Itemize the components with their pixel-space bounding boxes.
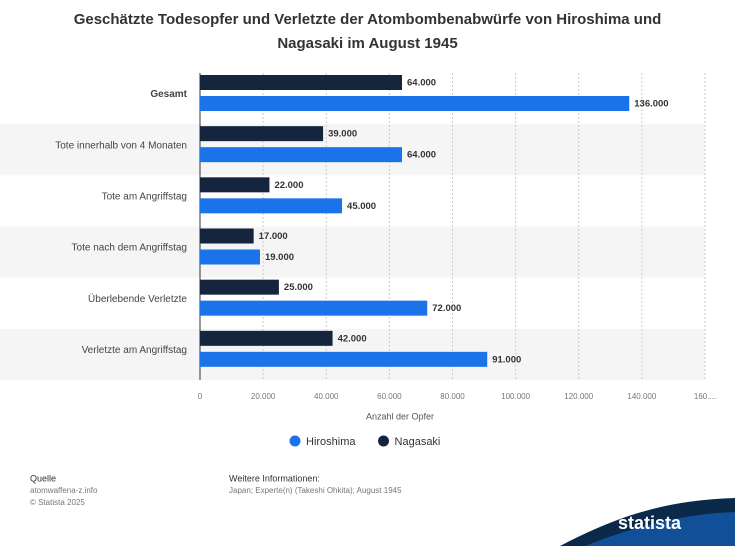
x-tick-label: 160.... <box>694 392 716 401</box>
x-tick-label: 80.000 <box>440 392 465 401</box>
legend-label: Nagasaki <box>395 436 441 448</box>
plot: 0 20.000 40.000 60.000 80.000 100.000 120.000 1… <box>0 73 716 448</box>
legend-marker <box>378 435 390 447</box>
x-tick-label: 60.000 <box>377 392 402 401</box>
logo-swoosh <box>585 512 735 546</box>
data-label: 22.000 <box>274 180 303 191</box>
x-tick-label: 120.000 <box>564 392 593 401</box>
x-axis-label: Anzahl der Opfer <box>366 411 434 421</box>
bar <box>200 75 402 90</box>
bar <box>200 279 279 295</box>
bar <box>200 330 333 346</box>
source: atomwaffena-z.info <box>30 486 98 495</box>
x-tick-label: 100.000 <box>501 392 530 401</box>
bar <box>200 228 254 244</box>
data-label: 25.000 <box>284 282 313 293</box>
data-label: 91.000 <box>492 354 521 365</box>
bar <box>200 249 260 265</box>
data-label: 45.000 <box>347 201 376 212</box>
copyright: © Statista 2025 <box>30 498 85 507</box>
bar <box>200 96 630 111</box>
y-tick-label: Tote nach dem Angriffstag <box>72 243 187 254</box>
brand: statista <box>618 513 682 533</box>
bar <box>200 177 270 193</box>
data-label: 42.000 <box>338 333 367 344</box>
data-label: 39.000 <box>328 129 357 140</box>
legend-marker <box>289 435 301 447</box>
data-label: 19.000 <box>265 252 294 263</box>
y-tick-label: Überlebende Verletzte <box>88 293 187 305</box>
data-label: 64.000 <box>407 78 436 89</box>
bar <box>200 147 402 163</box>
x-tick-label: 20.000 <box>251 392 276 401</box>
source-label: Quelle <box>30 473 56 483</box>
bar <box>200 126 324 142</box>
y-tick-label: Tote innerhalb von 4 Monaten <box>55 140 187 151</box>
bar <box>200 300 428 316</box>
x-tick-label: 40.000 <box>314 392 339 401</box>
y-tick-label: Verletzte am Angriffstag <box>82 345 187 356</box>
row-stripe <box>0 226 705 278</box>
info: Japan; Experte(n) (Takeshi Ohkita); Augu… <box>229 486 402 495</box>
y-tick-label: Tote am Angriffstag <box>102 192 187 203</box>
data-label: 64.000 <box>407 150 436 161</box>
chart-title: Geschätzte Todesopfer und Verletzte der … <box>73 11 662 52</box>
x-tick-label: 140.000 <box>627 392 656 401</box>
bar <box>200 351 488 367</box>
info-label: Weitere Informationen: <box>229 473 320 483</box>
legend-label: Hiroshima <box>306 436 356 448</box>
x-tick-label: 0 <box>198 392 203 401</box>
data-label: 136.000 <box>634 99 668 110</box>
y-tick-label: Gesamt <box>150 89 187 100</box>
bar <box>200 198 343 214</box>
data-label: 17.000 <box>259 231 288 242</box>
data-label: 72.000 <box>432 303 461 314</box>
